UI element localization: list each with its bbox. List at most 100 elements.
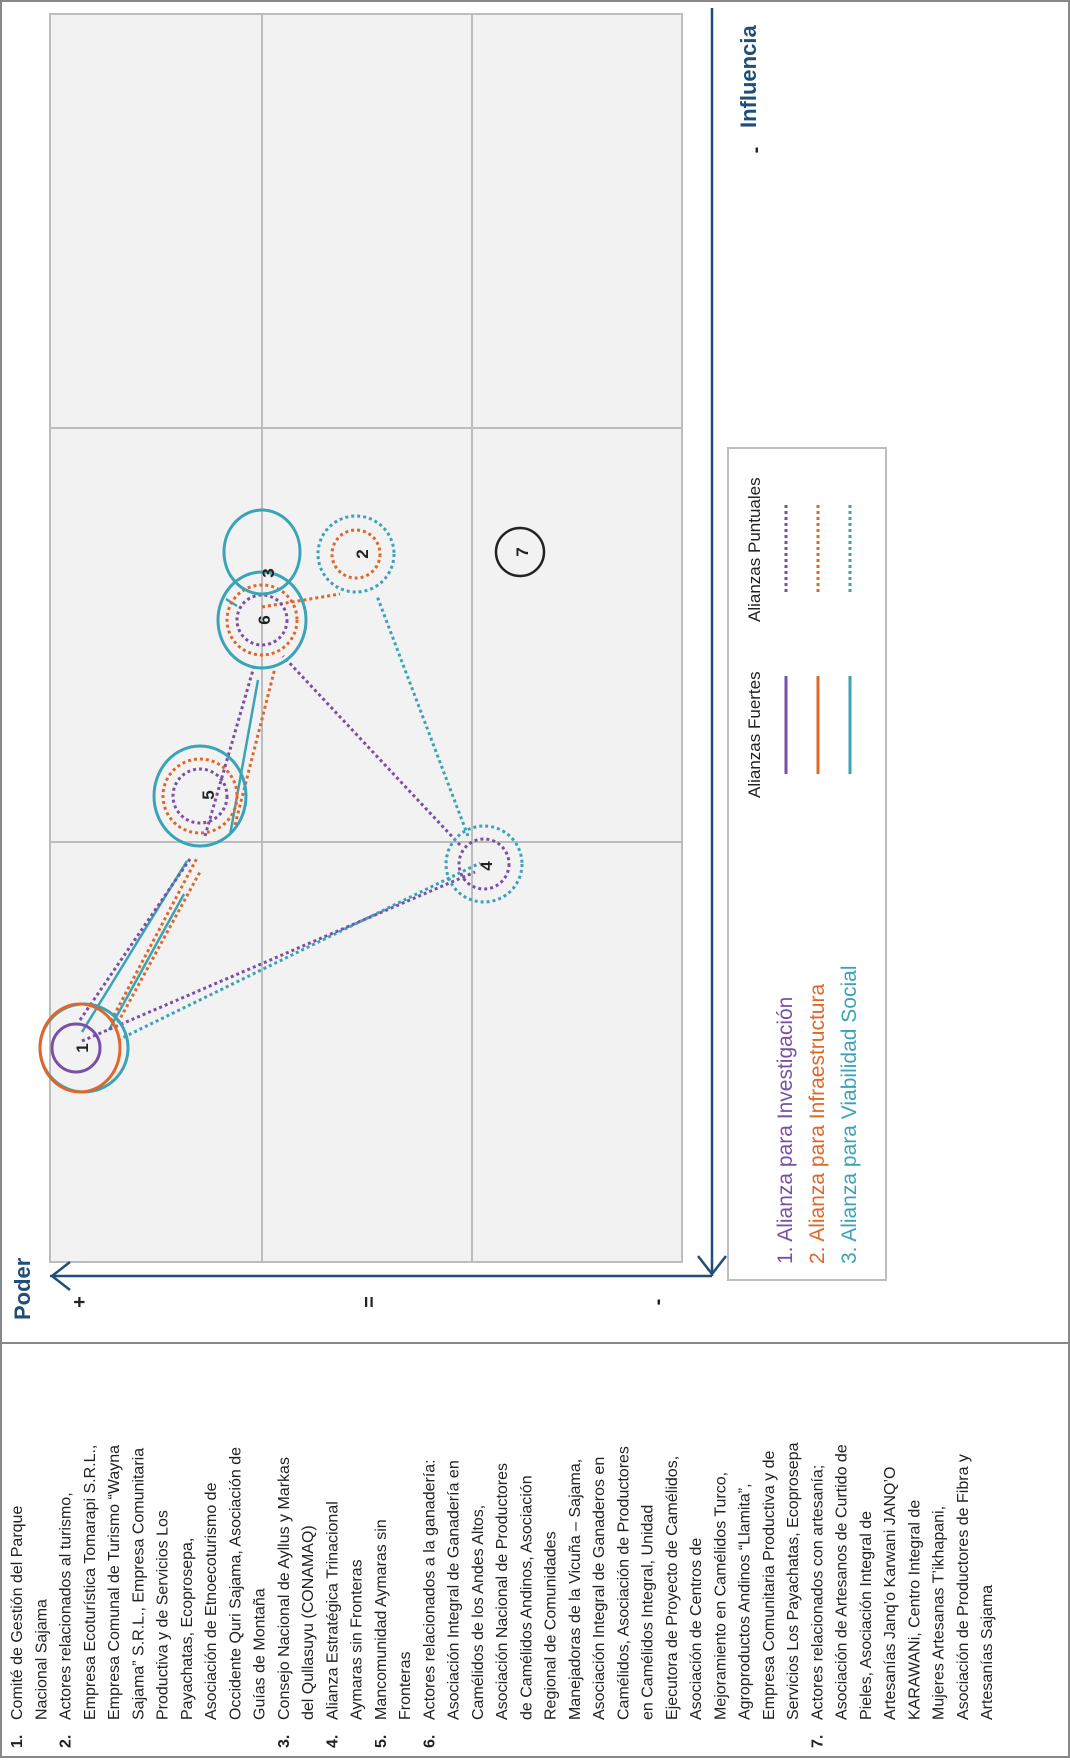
- node-6-label: 6: [255, 615, 274, 624]
- node-2-label: 2: [353, 549, 372, 558]
- legend-header-strong: Alianzas Fuertes: [745, 671, 764, 798]
- node-3-label: 3: [259, 568, 278, 577]
- actor-4-line: Aymaras sin Fronteras: [349, 1559, 366, 1720]
- actor-5-line: Fronteras: [397, 1652, 414, 1720]
- legend-header-point: Alianzas Puntuales: [745, 477, 764, 622]
- legend-label-viabilidad: 3. Alianza para Viabilidad Social: [838, 966, 861, 1264]
- actor-6-line: Camélidos, Asociación de Productores: [615, 1446, 632, 1720]
- influencia-label: Influencia: [736, 25, 761, 128]
- actor-7-line: Mujeres Artesanas T’ikhapani,: [931, 1506, 948, 1720]
- actor-6-line: Mejoramiento en Camélidos Turco,: [712, 1472, 729, 1720]
- actor-6-line: Manejadoras de la Vicuña – Sajama,: [567, 1459, 584, 1720]
- poder-axis-arrow: [49, 1261, 71, 1291]
- actor-7-line: Pieles, Asociación Integral de: [858, 1511, 875, 1720]
- grid-background: [49, 13, 683, 1263]
- actor-1-number: 1.: [9, 1735, 26, 1748]
- point-line-investigacion-1-4: [81, 870, 476, 1043]
- actor-6-line: Servicios Los Payachatas, Ecoprosepa: [785, 1442, 802, 1720]
- point-line-investigacion-4-6: [281, 654, 462, 847]
- actor-6-line: Asociación Integral de Ganaderos en: [591, 1457, 608, 1720]
- point-line-investigacion-5-6: [203, 662, 257, 837]
- actor-1-line: Comité de Gestión del Parque: [9, 1506, 26, 1720]
- point-line-social-1-4: [117, 861, 481, 1042]
- actor-6-line: Asociación Integral de Ganadería en: [446, 1460, 463, 1720]
- actor-list: 1. Comité de Gestión del Parque Nacional S…: [9, 1442, 996, 1748]
- actor-7-line: Asociación de Artesanos de Curtido de: [834, 1444, 851, 1720]
- actor-6-number: 6.: [421, 1735, 438, 1748]
- influencia-tick-minus: -: [745, 147, 767, 154]
- actor-6-line: Actores relacionados a la ganadería:: [421, 1459, 438, 1720]
- point-line-investigacion-1-5: [78, 858, 192, 1021]
- actor-2-line: Empresa Ecoturística Tomarapi S.R.L.,: [82, 1445, 99, 1720]
- actor-7-line: Artesanías Sajama: [979, 1585, 996, 1720]
- grid: [49, 13, 683, 1263]
- actor-1-line: Nacional Sajama: [33, 1599, 50, 1720]
- actor-2-line: Empresa Comunal de Turismo “Wayna: [106, 1445, 123, 1720]
- actor-2-number: 2.: [58, 1735, 75, 1748]
- legend-label-infraestructura: 2. Alianza para Infraestructura: [806, 984, 829, 1264]
- node-1-label: 1: [73, 1043, 92, 1052]
- legend-box: [727, 447, 887, 1281]
- poder-tick-minus: -: [647, 1299, 669, 1306]
- actor-4-line: Alianza Estratégica Trinacional: [324, 1501, 341, 1720]
- influencia-axis-arrow: [697, 1255, 727, 1277]
- actor-6-line: Regional de Comunidades: [543, 1531, 560, 1720]
- actor-6-line: Camélidos de los Andes Altos,: [470, 1505, 487, 1720]
- actor-7-line: KARAWANi, Centro Integral de: [906, 1500, 923, 1720]
- poder-tick-equal: =: [359, 1296, 381, 1308]
- node-3-ring-social: [222, 508, 302, 596]
- node-labels: 1 2 3 4 5 6 7: [73, 547, 532, 1052]
- actor-5-number: 5.: [373, 1735, 390, 1748]
- node-5-ring-infra: [161, 757, 239, 835]
- node-5-ring-investigacion: [171, 767, 229, 825]
- actor-2-line: Guías de Montaña: [252, 1588, 269, 1720]
- point-line-social-4-2: [375, 595, 470, 837]
- actor-7-line: Artesanías Janq’o Karwani JANQ’O: [882, 1467, 899, 1720]
- node-4-ring-social: [444, 824, 524, 904]
- actor-6-line: de Camélidos Andinos, Asociación: [518, 1475, 535, 1720]
- actor-6-line: Ejecutora de Proyecto de Camélidos,: [664, 1456, 681, 1720]
- point-line-infra-6-2: [261, 592, 341, 609]
- actor-6-line: Empresa Comunitaria Productiva y de: [761, 1450, 778, 1720]
- actor-3-number: 3.: [276, 1735, 293, 1748]
- actor-2-line: Productiva y de Servicios Los: [155, 1510, 172, 1720]
- legend-label-investigacion: 1. Alianza para Investigación: [774, 997, 797, 1264]
- actor-7-number: 7.: [809, 1735, 826, 1748]
- actor-6-line: en Camélidos Integral, Unidad: [640, 1505, 657, 1720]
- node-circles: [38, 508, 546, 1094]
- poder-label: Poder: [10, 1257, 35, 1320]
- point-alliance-lines: [78, 592, 481, 1043]
- node-2-ring-social: [316, 514, 396, 594]
- node-1-ring-investigacion: [50, 1022, 102, 1074]
- actor-6-line: Asociación de Centros de: [688, 1538, 705, 1720]
- actor-3-line: del Qullasuyu (CONAMAQ): [300, 1525, 317, 1720]
- actor-3-line: Consejo Nacional de Ayllus y Markas: [276, 1457, 293, 1720]
- actor-2-line: Actores relacionados al turismo,: [58, 1492, 75, 1720]
- actor-6-line: Asociación Nacional de Productores: [494, 1463, 511, 1720]
- node-7-label: 7: [513, 547, 532, 556]
- actor-2-line: Asociación de Etnoecoturismo de: [203, 1482, 220, 1720]
- actor-5-line: Mancomunidad Aymaras sin: [373, 1519, 390, 1720]
- node-6-ring-infra: [225, 583, 299, 657]
- node-6-ring-social: [216, 570, 308, 670]
- point-line-infra-1-5a: [109, 857, 199, 1022]
- node-4-label: 4: [477, 861, 496, 871]
- poder-tick-plus: +: [69, 1296, 91, 1308]
- actor-4-number: 4.: [324, 1735, 341, 1748]
- node-4-ring-investigacion: [457, 837, 511, 891]
- node-5-ring-social: [152, 744, 248, 848]
- actor-2-line: Sajama” S.R.L., Empresa Comunitaria: [130, 1448, 147, 1720]
- actor-7-line: Actores relacionados con artesanía;: [809, 1465, 826, 1720]
- node-2-ring-infra: [330, 528, 382, 580]
- node-1-ring-infra: [38, 1002, 122, 1094]
- actor-7-line: Asociación de Productores de Fibra y: [955, 1454, 972, 1720]
- legend: Alianzas Fuertes Alianzas Puntuales 1. A…: [727, 447, 887, 1281]
- actor-2-line: Payachatas, Ecoprosepa,: [179, 1538, 196, 1720]
- node-5-label: 5: [199, 790, 218, 799]
- strong-line-social-5-1b: [107, 893, 186, 1031]
- actor-6-line: Agroproductos Andinos “Llamita”,: [737, 1483, 754, 1720]
- node-6-ring-investigacion: [235, 593, 289, 647]
- node-7-ring: [494, 526, 546, 578]
